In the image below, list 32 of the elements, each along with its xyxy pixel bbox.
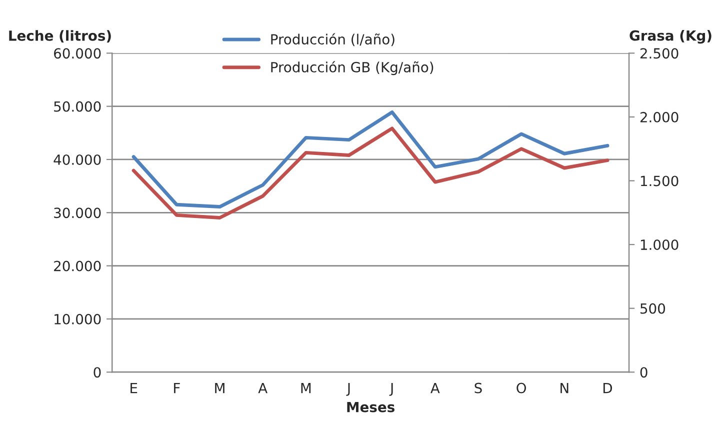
legend-label: Producción (l/año) xyxy=(271,33,394,46)
y2-tick-label: 1.500 xyxy=(640,176,678,186)
x-tick-label: N xyxy=(560,382,568,394)
y-tick-label: 60.000 xyxy=(54,48,101,59)
x-tick-label: S xyxy=(474,382,482,394)
y2-axis-title: Grasa (Kg) xyxy=(630,30,712,44)
y-tick-label: 40.000 xyxy=(54,154,101,165)
x-axis-title: Meses xyxy=(347,402,394,412)
y-tick-label: 10.000 xyxy=(54,314,101,324)
y-tick-label: 30.000 xyxy=(54,208,101,218)
x-tick-label: M xyxy=(215,382,224,394)
x-tick-label: O xyxy=(516,382,526,394)
y-tick-label: 0 xyxy=(94,367,101,378)
x-tick-label: J xyxy=(346,382,350,396)
y2-tick-label: 1.000 xyxy=(640,240,678,250)
line-series xyxy=(132,110,610,209)
y2-tick-label: 500 xyxy=(640,303,666,314)
y2-tick-label: 0 xyxy=(640,367,648,378)
x-tick-label: E xyxy=(130,382,138,394)
x-tick-label: D xyxy=(603,382,612,394)
x-tick-label: M xyxy=(301,382,311,394)
legend-label: Producción GB (Kg/año) xyxy=(271,61,434,76)
y-tick-label: 50.000 xyxy=(54,101,101,112)
x-tick-label: A xyxy=(430,382,440,394)
x-tick-label: F xyxy=(174,382,180,394)
y2-tick-label: 2.500 xyxy=(640,48,678,59)
line-series xyxy=(132,126,610,220)
y-tick-label: 20.000 xyxy=(54,260,101,272)
y-axis-title: Leche (litros) xyxy=(9,30,111,43)
x-tick-label: A xyxy=(258,382,268,394)
x-tick-label: J xyxy=(389,382,393,396)
y2-tick-label: 2.000 xyxy=(640,112,678,122)
